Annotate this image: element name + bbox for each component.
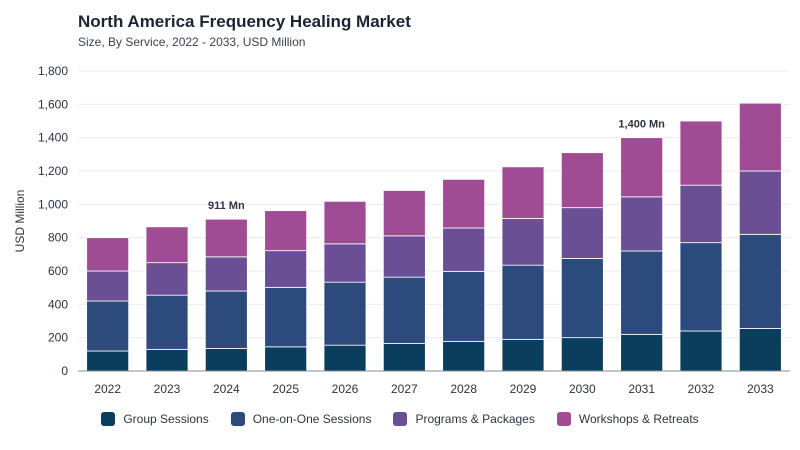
bar-segment bbox=[86, 270, 130, 302]
bar-segment bbox=[738, 102, 782, 172]
y-tick-label: 200 bbox=[48, 331, 68, 345]
y-tick-label: 600 bbox=[48, 264, 68, 278]
bar-segment bbox=[560, 337, 604, 372]
bar-segment bbox=[204, 290, 248, 349]
bar-segment bbox=[204, 256, 248, 292]
legend-swatch bbox=[556, 412, 571, 426]
legend-swatch bbox=[393, 412, 408, 426]
bar-segment bbox=[145, 348, 189, 372]
x-tick-label: 2025 bbox=[272, 382, 299, 396]
bar-segment bbox=[560, 207, 604, 259]
bar-segment bbox=[264, 250, 308, 288]
x-axis-ticks: 2022 2023 2024 2025 2026 2027 2028 2029 2030 2031… bbox=[94, 382, 774, 396]
bar-segment bbox=[382, 343, 426, 372]
x-tick-label: 2024 bbox=[213, 382, 240, 396]
chart-subtitle: Size, By Service, 2022 - 2033, USD Milli… bbox=[78, 35, 306, 49]
legend-swatch bbox=[230, 412, 245, 426]
y-tick-label: 1,200 bbox=[38, 164, 68, 178]
y-tick-label: 1,400 bbox=[38, 131, 68, 145]
bar-segment bbox=[204, 218, 248, 258]
bar-segment bbox=[382, 235, 426, 278]
legend-item: Programs & Packages bbox=[393, 412, 535, 426]
legend-label: Programs & Packages bbox=[415, 412, 535, 426]
legend-label: Workshops & Retreats bbox=[578, 412, 699, 426]
bar-segment bbox=[86, 350, 130, 372]
bar-segment bbox=[679, 120, 723, 186]
grid-lines bbox=[78, 70, 790, 339]
bar-segment bbox=[264, 346, 308, 372]
bar-segment bbox=[145, 226, 189, 264]
bar-segment bbox=[679, 330, 723, 372]
y-tick-label: 0 bbox=[61, 364, 68, 378]
bar-segment bbox=[442, 227, 486, 272]
data-label: 911 Mn bbox=[208, 200, 245, 212]
bar-segment bbox=[382, 190, 426, 237]
bars bbox=[86, 102, 782, 372]
bar-segment bbox=[501, 218, 545, 266]
x-tick-label: 2022 bbox=[94, 382, 121, 396]
y-tick-label: 1,600 bbox=[38, 97, 68, 111]
bar-segment bbox=[501, 264, 545, 340]
bar-segment bbox=[679, 184, 723, 244]
x-tick-label: 2031 bbox=[628, 382, 655, 396]
bar-segment bbox=[620, 333, 664, 372]
legend-item: Workshops & Retreats bbox=[556, 412, 699, 426]
y-tick-label: 1,000 bbox=[38, 197, 68, 211]
bar-segment bbox=[679, 242, 723, 332]
bar-segment bbox=[264, 286, 308, 348]
x-tick-label: 2029 bbox=[510, 382, 537, 396]
x-tick-label: 2032 bbox=[688, 382, 715, 396]
bar-segment bbox=[145, 262, 189, 296]
stacked-bar-chart: 0 200 400 600 800 1,000 1,200 1,400 1,600 1,800 2… bbox=[13, 64, 790, 396]
bar-segment bbox=[620, 250, 664, 335]
legend-item: One-on-One Sessions bbox=[230, 412, 372, 426]
y-tick-label: 400 bbox=[48, 297, 68, 311]
bar-segment bbox=[204, 348, 248, 372]
bar-segment bbox=[382, 276, 426, 344]
legend-item: Group Sessions bbox=[101, 412, 209, 426]
y-tick-label: 800 bbox=[48, 231, 68, 245]
bar-segment bbox=[501, 338, 545, 372]
legend-swatch bbox=[101, 412, 116, 426]
bar-segment bbox=[442, 340, 486, 372]
bar-segment bbox=[323, 243, 367, 283]
bar-segment bbox=[620, 137, 664, 198]
bar-segment bbox=[738, 233, 782, 329]
bar-segment bbox=[145, 294, 189, 350]
annotations: 911 Mn 1,400 Mn bbox=[208, 119, 665, 213]
y-axis-ticks: 0 200 400 600 800 1,000 1,200 1,400 1,600 1,800 bbox=[38, 64, 68, 378]
bar-segment bbox=[738, 170, 782, 235]
bar-segment bbox=[323, 344, 367, 372]
bar-segment bbox=[442, 178, 486, 229]
bar-segment bbox=[560, 258, 604, 339]
data-label: 1,400 Mn bbox=[618, 119, 665, 131]
bar-segment bbox=[264, 210, 308, 252]
y-axis-label: USD Million bbox=[13, 190, 27, 253]
bar-segment bbox=[86, 237, 130, 272]
bar-segment bbox=[501, 166, 545, 219]
x-tick-label: 2023 bbox=[154, 382, 181, 396]
x-tick-label: 2030 bbox=[569, 382, 596, 396]
chart-title: North America Frequency Healing Market bbox=[78, 12, 411, 31]
x-tick-label: 2027 bbox=[391, 382, 418, 396]
bar-segment bbox=[560, 152, 604, 209]
x-tick-label: 2028 bbox=[450, 382, 477, 396]
y-tick-label: 1,800 bbox=[38, 64, 68, 78]
legend-label: One-on-One Sessions bbox=[252, 412, 372, 426]
bar-segment bbox=[442, 270, 486, 342]
bar-segment bbox=[738, 328, 782, 372]
legend-label: Group Sessions bbox=[123, 412, 209, 426]
x-tick-label: 2033 bbox=[747, 382, 774, 396]
bar-segment bbox=[86, 300, 130, 352]
x-tick-label: 2026 bbox=[332, 382, 359, 396]
bar-segment bbox=[620, 196, 664, 252]
bar-segment bbox=[323, 281, 367, 346]
bar-segment bbox=[323, 200, 367, 245]
legend: Group Sessions One-on-One Sessions Program… bbox=[0, 412, 800, 426]
